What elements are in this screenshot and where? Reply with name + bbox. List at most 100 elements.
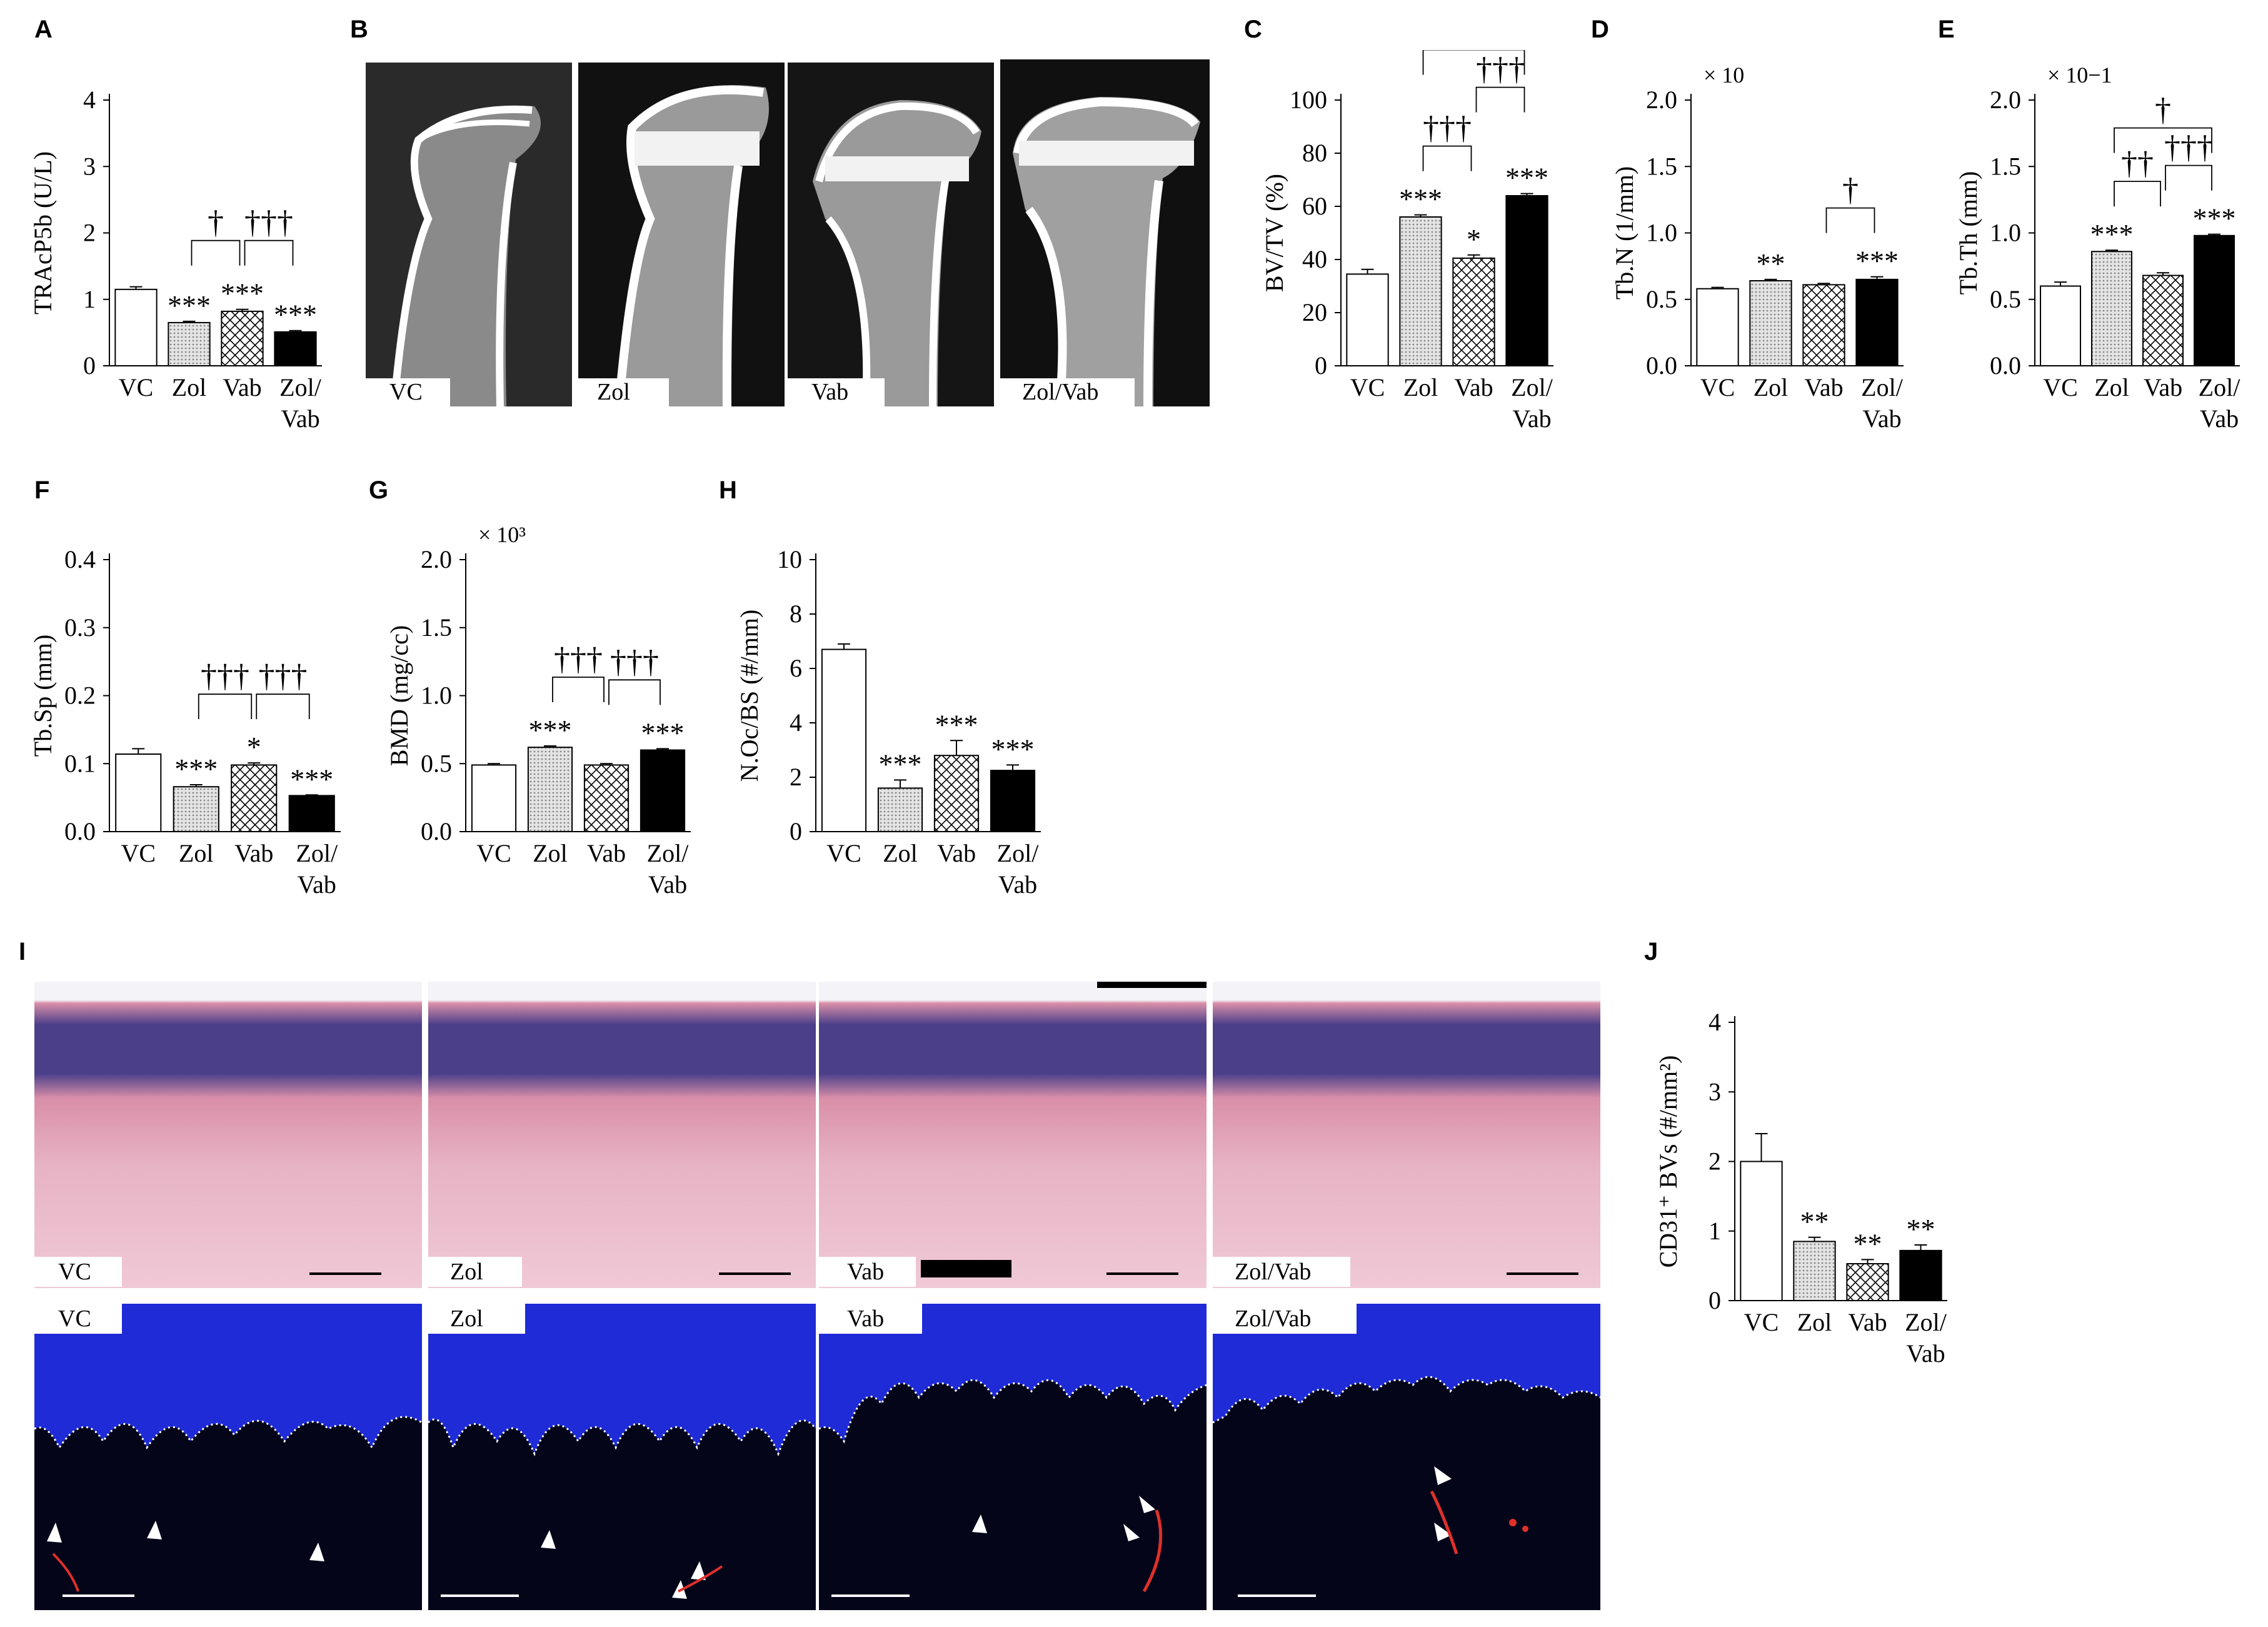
axis-multiplier: × 10 (1704, 63, 1744, 88)
panel-label-d: D (1591, 16, 1609, 43)
bar-vab (1846, 1263, 1889, 1302)
y-tick-label: 1.5 (421, 613, 452, 642)
if-label-vc: VC (34, 1304, 122, 1334)
bar-vab (2142, 275, 2184, 366)
if-image-vab (819, 1304, 1207, 1610)
bar-vc (115, 753, 162, 832)
dagger-label: ††† (244, 205, 293, 241)
chart-a-trac: 0 1 2 3 4 TRAcP5b (U/L) *** *** *** VC Zol Vab Zol/V… (29, 86, 322, 433)
significance-star: *** (168, 290, 211, 321)
y-tick-label: 0.0 (64, 817, 96, 845)
bar-zolvab (1505, 195, 1548, 366)
microct-image-vc (366, 63, 572, 406)
bar-zolvab (1899, 1249, 1942, 1301)
dagger-bracket (552, 677, 605, 702)
y-tick-label: 0.2 (64, 682, 96, 710)
if-label-vab: Vab (819, 1304, 922, 1334)
bar-zolvab (288, 795, 335, 832)
x-tick-label: Zol (1403, 373, 1438, 401)
y-tick-label: 0.0 (1646, 351, 1677, 380)
bar-vc (821, 648, 867, 833)
dagger-bracket (1422, 50, 1525, 75)
dagger-bracket (2165, 164, 2212, 191)
he-scalebar-top (1097, 982, 1207, 988)
y-tick-label: 4 (1709, 1008, 1721, 1036)
axis-multiplier: × 10−1 (2047, 63, 2112, 88)
significance-star: *** (991, 733, 1035, 765)
panel-label-i: I (19, 938, 26, 965)
panel-label-e: E (1938, 16, 1955, 43)
he-scalebar-4 (1507, 1272, 1578, 1275)
x-tick-label: Zol (533, 839, 568, 867)
significance-star: *** (935, 708, 978, 740)
if-label-zol: Zol (428, 1304, 525, 1334)
dagger-bracket (608, 679, 661, 705)
bar-zol (1793, 1241, 1836, 1301)
he-label-zolvab: Zol/Vab (1213, 1257, 1350, 1287)
x-tick-label: Zol/ (1905, 1308, 1947, 1336)
y-tick-label: 40 (1302, 245, 1327, 273)
x-tick-label: Zol (1754, 373, 1789, 401)
y-tick-label: 2.0 (1646, 86, 1677, 114)
x-tick-label: VC (2043, 373, 2078, 401)
x-tick-label: Zol/ (1861, 373, 1904, 401)
if-image-zolvab (1213, 1304, 1600, 1610)
y-tick-label: 4 (83, 86, 96, 114)
significance-star: *** (2090, 218, 2134, 250)
panel-label-j: J (1644, 938, 1658, 965)
y-tick-label: 10 (777, 545, 802, 573)
significance-star: *** (1399, 183, 1442, 215)
y-tick-label: 0.5 (1990, 285, 2021, 313)
x-tick-label: Vab (223, 373, 261, 401)
bar-zolvab (640, 749, 686, 832)
dagger-label: † (208, 205, 224, 241)
bar-zol (527, 747, 573, 832)
y-axis-label: BV/TV (%) (1260, 174, 1288, 292)
dagger-label: ††† (259, 658, 308, 694)
significance-star: *** (290, 763, 333, 795)
bar-zol (2091, 251, 2132, 366)
significance-star: ** (1854, 1227, 1882, 1259)
microct-image-vab (788, 63, 994, 406)
y-axis-label: Tb.Sp (mm) (29, 635, 57, 757)
dagger-bracket (198, 693, 253, 720)
bar-zol (877, 787, 923, 832)
y-tick-label: 2.0 (421, 545, 452, 573)
significance-star: *** (1855, 245, 1899, 277)
y-tick-label: 60 (1302, 192, 1327, 220)
y-tick-label: 0.5 (1646, 285, 1677, 313)
significance-star: *** (2193, 203, 2236, 234)
panel-label-b: B (350, 16, 368, 43)
x-tick-label: Zol/ (997, 839, 1040, 867)
y-tick-label: 1.0 (1990, 219, 2021, 247)
bar-vc (114, 288, 158, 366)
dagger-bracket (1825, 207, 1875, 233)
y-axis-label: BMD (mg/cc) (385, 625, 413, 767)
bar-vc (1696, 288, 1739, 366)
y-axis-label: Tb.Th (mm) (1954, 171, 1982, 295)
he-scalebar-label (921, 1260, 1011, 1277)
x-tick-label: Vab (648, 870, 687, 899)
y-tick-label: 0.3 (64, 613, 96, 642)
x-tick-label: Vab (587, 839, 626, 867)
x-tick-label: Vab (281, 405, 319, 433)
y-tick-label: 3 (1709, 1077, 1721, 1106)
x-tick-label: Zol/ (279, 373, 322, 401)
bar-vc (1740, 1161, 1783, 1301)
microct-image-zol (578, 63, 785, 406)
dagger-bracket (244, 239, 294, 266)
microct-label-vab: Vab (788, 378, 885, 406)
x-tick-label: Vab (2144, 373, 2182, 401)
y-tick-label: 4 (790, 708, 802, 737)
microct-row: VC Zol Vab Zol/Vab (366, 59, 1213, 410)
x-tick-label: VC (1744, 1308, 1779, 1336)
y-tick-label: 2 (83, 219, 96, 247)
he-scalebar-2 (719, 1272, 791, 1275)
x-tick-label: VC (826, 839, 861, 867)
panel-label-h: H (719, 476, 737, 504)
y-tick-label: 2 (790, 763, 802, 791)
he-label-zol: Zol (428, 1257, 522, 1287)
significance-star: ** (1907, 1213, 1935, 1245)
panel-label-a: A (34, 16, 53, 43)
